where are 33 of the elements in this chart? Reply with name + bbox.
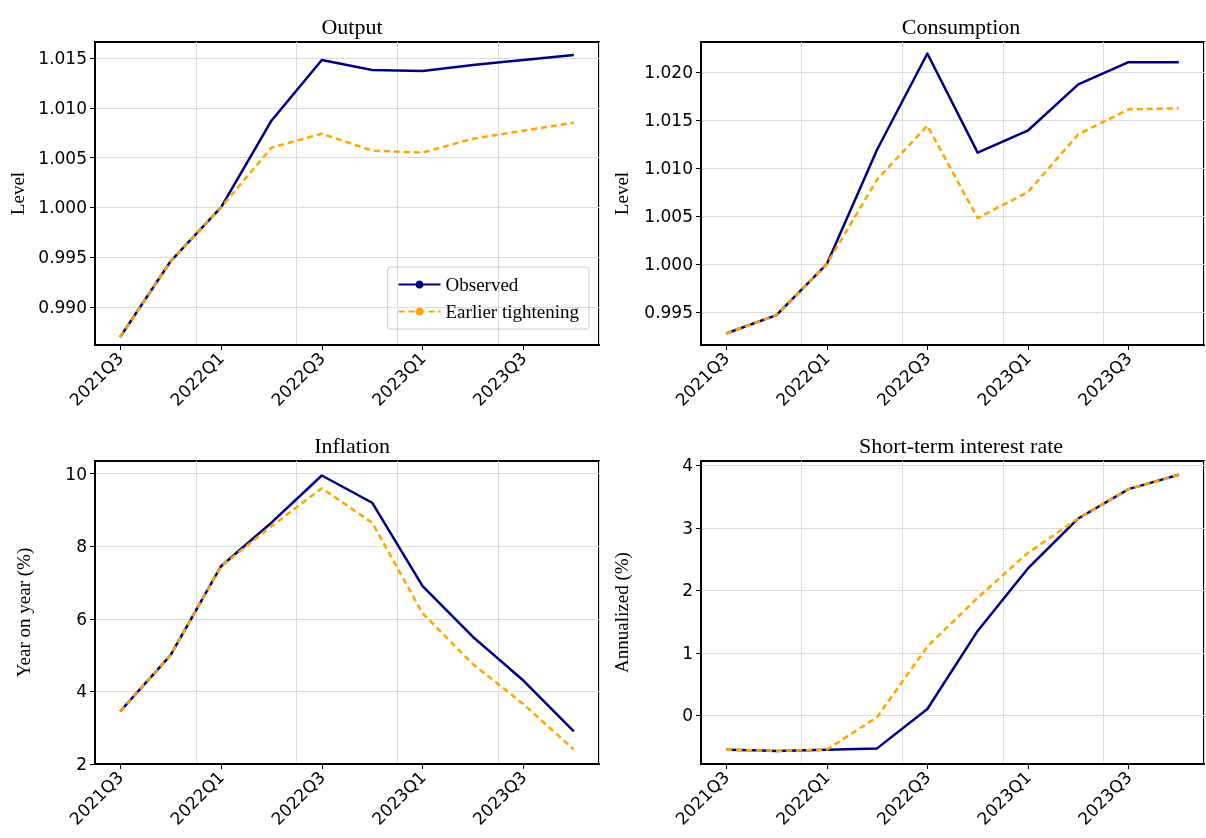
y-axis-title: Level — [7, 171, 29, 216]
y-tick-label: 0.995 — [38, 247, 87, 268]
y-tick-label: 6 — [76, 608, 87, 629]
y-tick-label: 4 — [76, 681, 87, 702]
chart-title: Consumption — [901, 13, 1021, 39]
y-tick-label: 0 — [682, 705, 693, 726]
chart-title: Inflation — [314, 432, 390, 458]
y-tick-label: 0.995 — [644, 302, 693, 323]
y-tick-label: 10 — [65, 463, 87, 484]
y-tick-label: 1.015 — [38, 47, 87, 68]
y-tick-label: 1.000 — [38, 197, 87, 218]
legend-label: Observed — [445, 274, 519, 295]
y-tick-label: 1.000 — [644, 254, 693, 275]
y-tick-label: 8 — [76, 536, 87, 557]
y-tick-label: 0.990 — [38, 297, 87, 318]
y-tick-label: 1.005 — [38, 147, 87, 168]
y-tick-label: 1 — [682, 642, 693, 663]
y-tick-label: 1.015 — [644, 109, 693, 130]
y-tick-label: 4 — [682, 455, 693, 476]
y-tick-label: 1.020 — [644, 61, 693, 82]
y-tick-label: 3 — [682, 517, 693, 538]
legend-label: Earlier tightening — [445, 301, 580, 322]
chart-title: Short-term interest rate — [858, 432, 1064, 458]
y-axis-title: Annualized (%) — [611, 552, 633, 673]
y-tick-label: 1.010 — [38, 97, 87, 118]
y-tick-label: 2 — [682, 580, 693, 601]
line-series — [724, 107, 1181, 335]
chart-title: Output — [321, 13, 383, 39]
y-axis-title: Level — [611, 171, 632, 216]
y-tick-label: 2 — [76, 754, 87, 774]
y-tick-label: 1.010 — [644, 158, 693, 179]
y-tick-label: 1.005 — [644, 206, 693, 227]
y-axis-title: Year on year (%) — [13, 547, 35, 678]
